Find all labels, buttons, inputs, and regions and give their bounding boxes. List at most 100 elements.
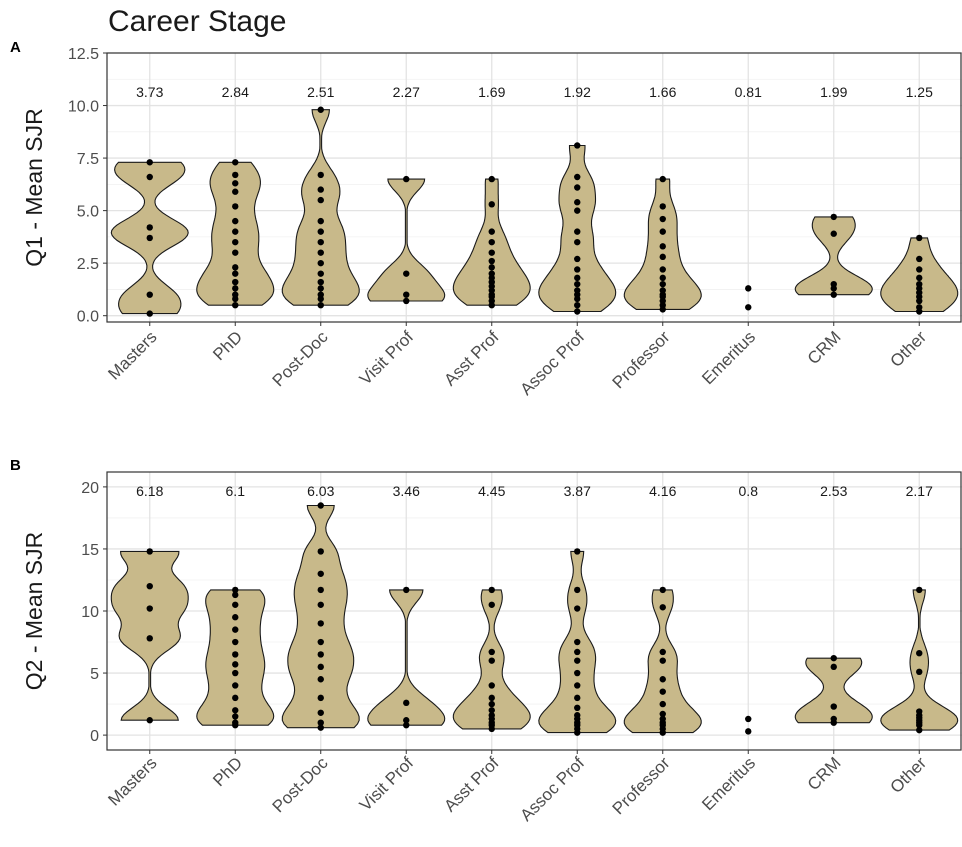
x-tick-label: Other (887, 327, 931, 371)
mean-label: 3.46 (393, 483, 420, 499)
data-point (488, 694, 495, 702)
violin-crm (794, 216, 873, 296)
data-point (146, 582, 153, 590)
data-point (232, 661, 239, 668)
data-point (317, 502, 324, 509)
data-point (232, 601, 239, 608)
data-point (830, 663, 837, 671)
data-point (317, 651, 324, 658)
data-point (574, 682, 581, 689)
y-axis-label: Q2 - Mean SJR (21, 532, 47, 691)
data-point (916, 234, 923, 242)
x-tick-label: CRM (804, 327, 845, 368)
data-point (488, 257, 495, 265)
data-point (232, 707, 239, 714)
data-point (830, 280, 837, 288)
data-point (574, 142, 581, 149)
data-point (317, 301, 324, 309)
data-point (830, 291, 837, 298)
mean-label: 3.73 (136, 84, 163, 100)
data-point (146, 635, 153, 642)
data-point (659, 715, 666, 723)
data-point (232, 291, 239, 298)
data-point (916, 255, 923, 263)
data-point (317, 638, 324, 646)
data-point (232, 638, 239, 646)
data-point (317, 106, 324, 113)
data-point (574, 173, 581, 181)
data-point (317, 186, 324, 193)
data-point (659, 215, 666, 223)
y-tick-label: 5 (90, 666, 99, 683)
data-point (574, 648, 581, 656)
x-tick-label: Asst Prof (440, 753, 502, 815)
panel-frame (106, 471, 962, 751)
data-point (317, 196, 324, 204)
data-point (574, 184, 581, 191)
data-point (146, 159, 153, 166)
mean-label: 2.17 (906, 483, 933, 499)
data-point (232, 651, 239, 658)
data-point (146, 291, 153, 298)
violin-crm (794, 657, 873, 724)
data-point (830, 213, 837, 221)
data-point (317, 601, 324, 608)
data-point (659, 203, 666, 210)
data-point (317, 249, 324, 256)
x-tick-label: Emeritus (698, 753, 759, 814)
mean-label: 4.16 (649, 483, 676, 499)
x-tick-label: Asst Prof (440, 327, 502, 389)
data-point (232, 694, 239, 702)
data-point (574, 657, 581, 664)
data-point (232, 669, 239, 677)
data-point (317, 676, 324, 683)
data-point (488, 712, 495, 719)
data-point (659, 287, 666, 294)
y-tick-label: 5.0 (77, 204, 99, 221)
data-point (830, 715, 837, 723)
data-point (745, 728, 752, 735)
x-tick-label: Visit Prof (356, 327, 418, 389)
violin-post-doc (281, 109, 360, 306)
data-point (574, 712, 581, 719)
mean-label: 2.51 (307, 84, 334, 100)
data-point (488, 657, 495, 664)
data-point (403, 721, 410, 729)
mean-label: 0.8 (739, 483, 759, 499)
data-point (830, 654, 837, 662)
y-tick-label: 0 (90, 728, 99, 745)
data-point (232, 719, 239, 726)
x-tick-label: Professor (609, 327, 674, 392)
data-point (232, 278, 239, 286)
violin-post-doc (281, 504, 360, 729)
data-point (916, 649, 923, 657)
data-point (403, 297, 410, 305)
data-point (488, 201, 495, 208)
data-point (488, 238, 495, 246)
data-point (317, 259, 324, 267)
data-point (146, 173, 153, 181)
data-point (488, 707, 495, 714)
y-tick-label: 2.5 (77, 256, 99, 273)
y-tick-label: 10.0 (68, 99, 99, 116)
y-axis-label: Q1 - Mean SJR (21, 108, 47, 267)
data-point (232, 713, 239, 720)
y-tick-label: 0.0 (77, 309, 99, 326)
data-point (745, 285, 752, 292)
data-point (317, 270, 324, 277)
x-tick-label: Other (887, 753, 931, 797)
data-point (317, 586, 324, 594)
data-point (317, 171, 324, 179)
data-point (488, 682, 495, 689)
data-point (916, 280, 923, 288)
data-point (488, 648, 495, 656)
data-point (574, 199, 581, 206)
x-tick-label: CRM (804, 753, 845, 794)
data-point (659, 657, 666, 664)
data-point (403, 586, 410, 594)
data-point (745, 304, 752, 311)
data-point (232, 217, 239, 225)
data-point (916, 586, 923, 594)
data-point (574, 605, 581, 612)
data-point (659, 586, 666, 594)
